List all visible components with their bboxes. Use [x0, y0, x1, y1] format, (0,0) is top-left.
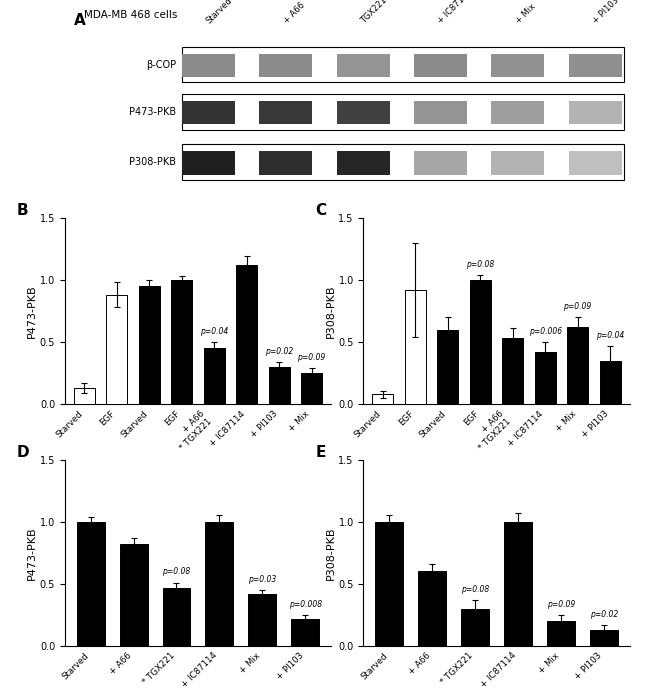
Text: p=0.08: p=0.08: [466, 260, 495, 269]
Text: p=0.04: p=0.04: [596, 330, 624, 339]
Text: + IC87114: + IC87114: [437, 0, 474, 26]
Bar: [418, 571, 446, 646]
Bar: [569, 54, 622, 77]
Bar: [301, 373, 322, 404]
Bar: [77, 522, 104, 646]
Text: p=0.02: p=0.02: [265, 347, 293, 356]
Bar: [236, 265, 257, 404]
Text: p=0.08: p=0.08: [461, 585, 489, 594]
Y-axis label: P308-PKB: P308-PKB: [326, 526, 336, 580]
Bar: [600, 361, 620, 404]
Bar: [182, 101, 235, 124]
Bar: [414, 54, 467, 77]
Bar: [259, 54, 312, 77]
Text: p=0.09: p=0.09: [297, 353, 326, 362]
Text: p=0.006: p=0.006: [528, 327, 562, 336]
Text: MCF10a
parental: MCF10a parental: [382, 522, 417, 541]
Bar: [590, 630, 618, 646]
Text: A: A: [73, 12, 85, 28]
Bar: [171, 280, 192, 404]
Text: MDA-MB 468: MDA-MB 468: [502, 522, 556, 531]
Bar: [206, 522, 234, 646]
Text: β-COP: β-COP: [146, 59, 176, 70]
Text: p=0.09: p=0.09: [563, 302, 592, 311]
Text: P308-PKB: P308-PKB: [129, 157, 176, 167]
Bar: [504, 522, 532, 646]
Bar: [182, 144, 624, 180]
Bar: [291, 618, 319, 646]
Bar: [162, 587, 190, 646]
Bar: [337, 101, 389, 124]
Text: + Mix: + Mix: [514, 2, 537, 26]
Y-axis label: P473-PKB: P473-PKB: [27, 284, 37, 338]
Bar: [502, 339, 523, 404]
Bar: [569, 101, 622, 124]
Bar: [182, 151, 235, 175]
Bar: [569, 151, 622, 175]
Bar: [106, 295, 127, 404]
Text: Starved: Starved: [204, 0, 234, 26]
Text: E: E: [315, 444, 326, 460]
Y-axis label: P308-PKB: P308-PKB: [326, 284, 336, 338]
Bar: [491, 101, 545, 124]
Bar: [182, 54, 235, 77]
Bar: [337, 54, 389, 77]
Text: MDA-MB 468 cells: MDA-MB 468 cells: [84, 10, 178, 20]
Text: + PI103: + PI103: [591, 0, 621, 26]
Text: D: D: [17, 444, 30, 460]
Y-axis label: P473-PKB: P473-PKB: [27, 526, 37, 580]
Bar: [535, 352, 556, 404]
Bar: [375, 522, 403, 646]
Bar: [204, 348, 225, 404]
Text: p=0.09: p=0.09: [546, 600, 575, 609]
Bar: [470, 280, 491, 404]
Bar: [337, 151, 389, 175]
Bar: [547, 621, 575, 646]
Text: p=0.02: p=0.02: [590, 609, 618, 618]
Bar: [182, 47, 624, 82]
Bar: [437, 330, 458, 404]
Text: MCF10a
parental: MCF10a parental: [83, 522, 118, 541]
Bar: [269, 367, 289, 404]
Bar: [139, 286, 160, 404]
Bar: [491, 151, 545, 175]
Text: p=0.08: p=0.08: [162, 567, 191, 576]
Text: P473-PKB: P473-PKB: [129, 106, 176, 117]
Text: C: C: [315, 202, 326, 218]
Text: MDA-MB 468: MDA-MB 468: [203, 522, 258, 531]
Bar: [567, 327, 588, 404]
Text: p=0.03: p=0.03: [248, 575, 276, 584]
Bar: [182, 94, 624, 129]
Bar: [414, 101, 467, 124]
Bar: [414, 151, 467, 175]
Bar: [249, 594, 276, 646]
Text: B: B: [17, 202, 29, 218]
Bar: [491, 54, 545, 77]
Bar: [259, 101, 312, 124]
Text: p=0.04: p=0.04: [200, 327, 228, 336]
Bar: [461, 609, 489, 646]
Bar: [405, 290, 426, 404]
Text: + A66: + A66: [282, 1, 306, 26]
Text: TGX221: TGX221: [359, 0, 389, 26]
Bar: [119, 544, 147, 646]
Bar: [259, 151, 312, 175]
Bar: [373, 395, 393, 404]
Bar: [74, 388, 95, 404]
Text: p=0.008: p=0.008: [289, 600, 322, 609]
